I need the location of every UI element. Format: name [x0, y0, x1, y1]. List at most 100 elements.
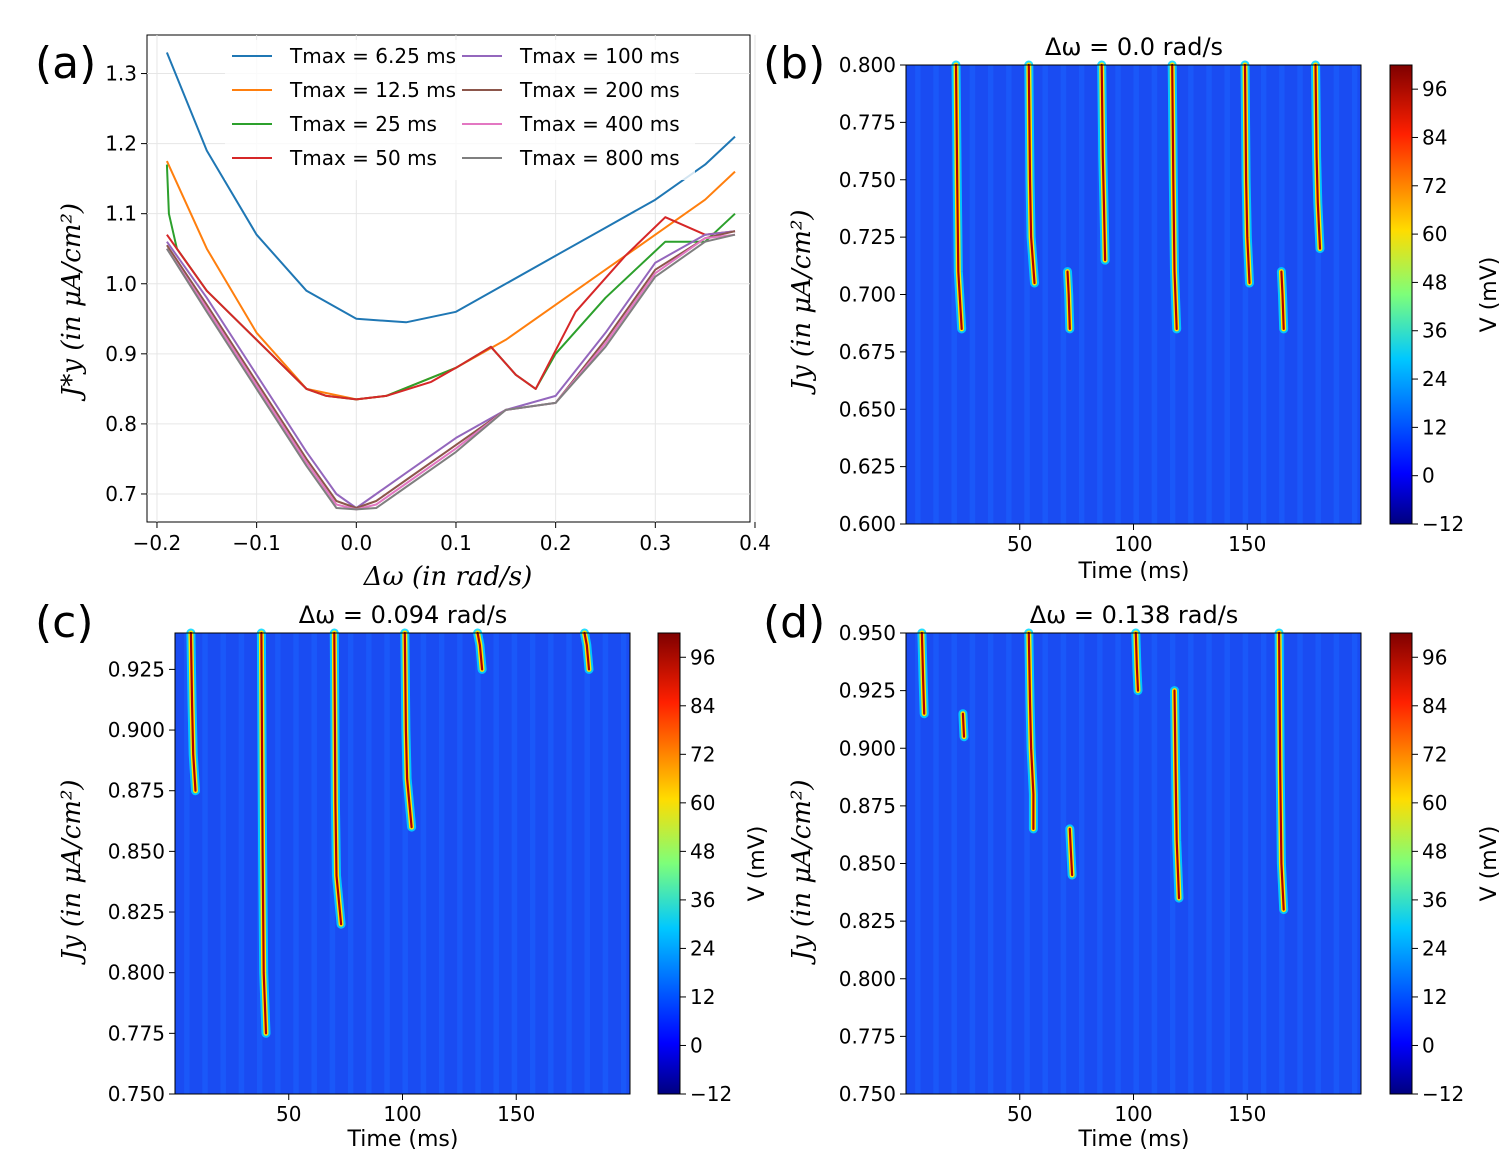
x-tick-label: 50: [1007, 532, 1032, 556]
panel-c: (c) Δω = 0.094 rad/s 50 100 150 0.750 0.775…: [35, 597, 770, 1152]
heatmap-band: [620, 633, 627, 1094]
series-line-3: [166, 216, 736, 401]
colorbar-tick-label: −12: [1422, 1082, 1464, 1106]
y-tick-label: 0.800: [108, 961, 165, 985]
panel-b-xticks: 50 100 150: [1007, 524, 1266, 556]
panel-b-letter: (b): [763, 38, 825, 89]
panel-c-xlabel: Time (ms): [347, 1127, 459, 1152]
heatmap-band: [933, 65, 939, 524]
colorbar-tick-label: 48: [1422, 270, 1447, 294]
heatmap-band: [457, 633, 463, 1094]
series-line-5: [166, 230, 736, 509]
colorbar-tick-label: 96: [690, 645, 715, 669]
heatmap-band: [1133, 633, 1139, 1094]
y-tick-label: 0.950: [839, 621, 896, 645]
colorbar-tick-label: 84: [1422, 694, 1447, 718]
heatmap-band: [1169, 633, 1176, 1094]
colorbar-tick-label: 72: [1422, 742, 1447, 766]
y-tick-label: 0.675: [839, 340, 896, 364]
panel-d: (d) Δω = 0.138 rad/s 50 100 150 0.750 0.775…: [763, 597, 1502, 1152]
spike-core-5: [583, 631, 591, 671]
y-tick-label: 0.625: [839, 455, 896, 479]
colorbar-tick-label: 12: [690, 985, 715, 1009]
x-tick-label: 150: [497, 1102, 535, 1126]
spike-core-6: [1066, 270, 1071, 330]
colorbar-tick-label: 24: [1422, 936, 1447, 960]
legend-entry: Tmax = 800 ms: [519, 146, 680, 170]
heatmap-band: [1024, 65, 1030, 524]
colorbar-tick-label: 24: [1422, 367, 1447, 391]
panel-a-ylabel: J*y (in μA/cm²): [57, 203, 87, 402]
spike-core-0: [189, 631, 197, 792]
spike-core-3: [403, 631, 413, 829]
panel-b-ylabel: Jy (in μA/cm²): [787, 209, 817, 395]
spike-core-4: [1243, 63, 1251, 285]
y-tick-label: 0.750: [839, 168, 896, 192]
colorbar-tick-label: 60: [1422, 222, 1447, 246]
spike-core-1: [1027, 631, 1035, 831]
legend-entry: Tmax = 12.5 ms: [289, 78, 456, 102]
heatmap-band: [951, 633, 957, 1094]
colorbar-gradient: [1389, 632, 1413, 1095]
panel-d-colorbar: −12 0 12 24 36 48 60 72 84 96 V (mV): [1389, 632, 1502, 1106]
x-tick-label: 0.3: [639, 531, 671, 555]
colorbar-tick-label: 0: [1422, 1033, 1435, 1057]
heatmap-band: [1151, 633, 1158, 1094]
panel-a: (a) −0.2 −0.1 0.0 0.1 0.2 0.3 0.4 0.7 0.8 0.9 1.0…: [35, 34, 771, 592]
legend-entry: Tmax = 400 ms: [519, 112, 680, 136]
heatmap-band: [493, 633, 499, 1094]
panel-a-series: [165, 52, 736, 511]
colorbar-tick-label: 48: [690, 839, 715, 863]
panel-c-colorbar: −12 0 12 24 36 48 60 72 84 96 V (mV): [657, 632, 770, 1106]
y-tick-label: 0.925: [839, 679, 896, 703]
panel-b-xlabel: Time (ms): [1078, 559, 1190, 584]
heatmap-band: [511, 633, 518, 1094]
colorbar-tick-label: 36: [690, 888, 715, 912]
panel-d-xticks: 50 100 150: [1007, 1094, 1266, 1126]
heatmap-band: [584, 633, 590, 1094]
x-tick-label: 100: [383, 1102, 421, 1126]
panel-b-yticks: 0.600 0.625 0.650 0.675 0.700 0.725 0.750 0.775…: [839, 53, 906, 536]
heatmap-band: [475, 633, 481, 1094]
spike-core-6: [1068, 827, 1074, 877]
y-tick-label: 0.775: [839, 1024, 896, 1048]
panel-c-letter: (c): [35, 597, 94, 648]
spike-core-0: [954, 63, 963, 330]
heatmap-band: [184, 633, 190, 1094]
heatmap-band: [1115, 633, 1121, 1094]
heatmap-band: [1060, 633, 1067, 1094]
spike-core-1: [260, 631, 268, 1035]
heatmap-band: [1260, 633, 1267, 1094]
heatmap-band: [1188, 65, 1194, 524]
panel-b-colorbar: −12 0 12 24 36 48 60 72 84 96 V (mV): [1389, 64, 1502, 536]
y-tick-label: 0.850: [839, 852, 896, 876]
x-tick-label: 150: [1228, 1102, 1266, 1126]
x-tick-label: 100: [1114, 532, 1152, 556]
x-tick-label: 0.0: [340, 531, 372, 555]
y-tick-label: 0.800: [839, 53, 896, 77]
spike-core-3: [1173, 689, 1181, 900]
y-tick-label: 1.0: [105, 272, 137, 296]
series-line-0: [165, 52, 736, 324]
x-tick-label: 150: [1228, 532, 1266, 556]
y-tick-label: 0.700: [839, 283, 896, 307]
panel-d-xlabel: Time (ms): [1078, 1127, 1190, 1152]
heatmap-band: [347, 633, 354, 1094]
heatmap-band: [1333, 633, 1340, 1094]
panel-b: (b) Δω = 0.0 rad/s 50 100 150 0.6000.6250.…: [763, 33, 1502, 584]
panel-a-yticks: 0.7 0.8 0.9 1.0 1.1 1.2 1.3: [105, 62, 147, 506]
heatmap-band: [438, 633, 445, 1094]
y-tick-label: 1.3: [105, 62, 137, 86]
y-tick-label: 0.600: [839, 512, 896, 536]
heatmap-band: [1206, 633, 1212, 1094]
colorbar-tick-label: 84: [690, 694, 715, 718]
heatmap-band: [529, 633, 536, 1094]
spike-core-5: [1314, 63, 1322, 250]
spike-core-2: [1100, 63, 1107, 262]
colorbar-label: V (mV): [1477, 257, 1502, 333]
heatmap-band: [1297, 65, 1303, 524]
y-tick-label: 0.750: [108, 1082, 165, 1106]
panel-a-letter: (a): [35, 38, 96, 89]
spike-core-4: [1277, 631, 1285, 911]
panel-d-letter: (d): [763, 597, 825, 648]
